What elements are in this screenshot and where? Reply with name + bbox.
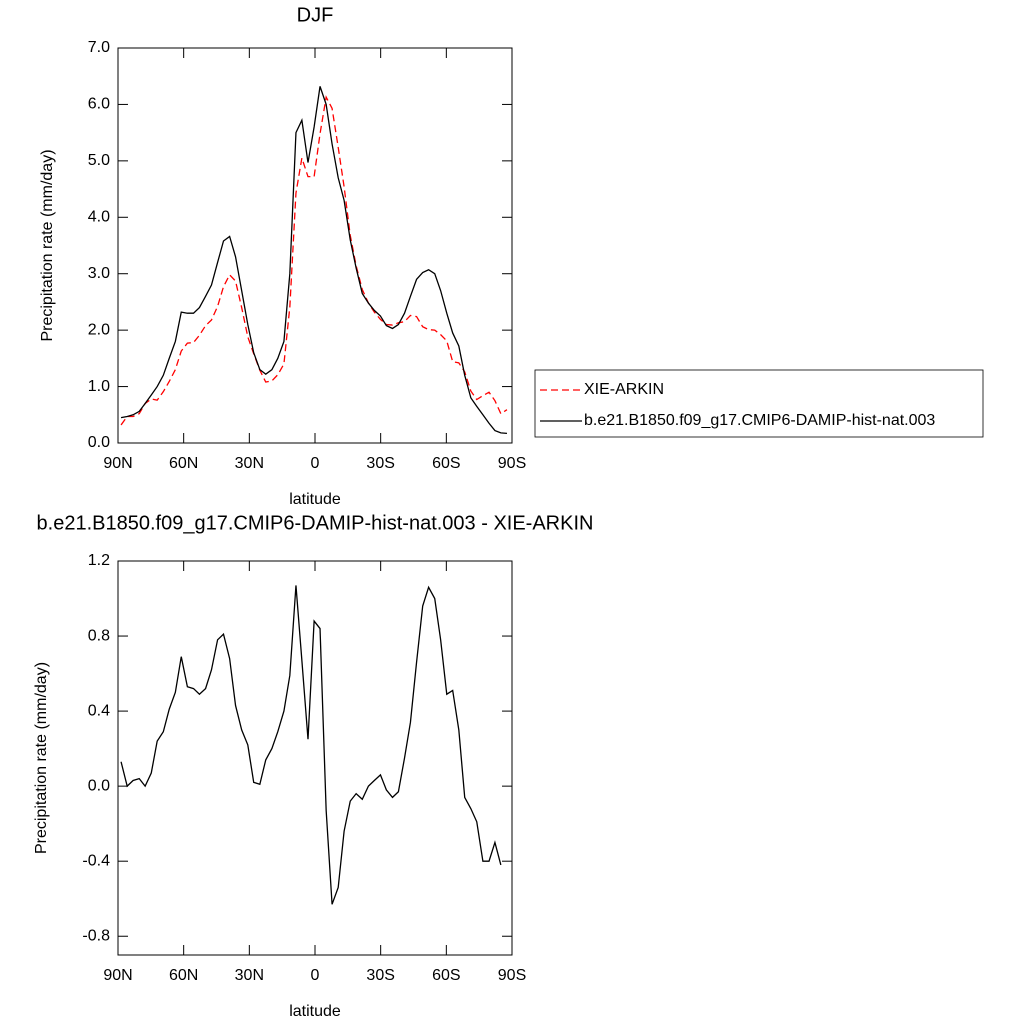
x-tick-label: 90N: [103, 967, 132, 984]
data-line: [120, 86, 508, 435]
y-tick-label: 7.0: [88, 39, 110, 56]
x-tick-label: 90S: [498, 967, 526, 984]
y-tick-label: 0.8: [88, 627, 110, 644]
x-tick-label: 0: [311, 967, 320, 984]
x-tick-label: 60S: [432, 455, 460, 472]
x-axis-label: latitude: [289, 1003, 341, 1020]
legend-box: [534, 369, 984, 438]
y-tick-label: 1.2: [88, 552, 110, 569]
y-tick-label: 3.0: [88, 265, 110, 282]
y-tick-label: 0.0: [88, 434, 110, 451]
y-tick-label: 6.0: [88, 96, 110, 113]
plot-frame: [117, 560, 513, 956]
data-line: [120, 95, 508, 426]
chart-title: DJF: [297, 4, 334, 26]
x-tick-label: 90N: [103, 455, 132, 472]
y-axis-label: Precipitation rate (mm/day): [39, 149, 56, 341]
y-tick-label: 2.0: [88, 321, 110, 338]
data-line: [120, 585, 502, 905]
legend-label: XIE-ARKIN: [584, 381, 664, 398]
x-tick-label: 30S: [366, 455, 394, 472]
x-tick-label: 60S: [432, 967, 460, 984]
x-tick-label: 60N: [169, 967, 198, 984]
chart-title: b.e21.B1850.f09_g17.CMIP6-DAMIP-hist-nat…: [37, 512, 594, 534]
x-tick-label: 30N: [235, 967, 264, 984]
x-tick-label: 30N: [235, 455, 264, 472]
x-tick-label: 90S: [498, 455, 526, 472]
x-tick-label: 60N: [169, 455, 198, 472]
y-tick-label: 4.0: [88, 209, 110, 226]
y-tick-label: 0.4: [88, 702, 110, 719]
y-tick-label: -0.8: [82, 927, 110, 944]
x-axis-label: latitude: [289, 491, 341, 508]
y-tick-label: 5.0: [88, 152, 110, 169]
x-tick-label: 30S: [366, 967, 394, 984]
y-tick-label: -0.4: [82, 852, 110, 869]
y-axis-label: Precipitation rate (mm/day): [33, 662, 50, 854]
plot-frame: [117, 47, 513, 444]
x-tick-label: 0: [311, 455, 320, 472]
y-tick-label: 1.0: [88, 378, 110, 395]
legend-label: b.e21.B1850.f09_g17.CMIP6-DAMIP-hist-nat…: [584, 412, 935, 429]
y-tick-label: 0.0: [88, 777, 110, 794]
